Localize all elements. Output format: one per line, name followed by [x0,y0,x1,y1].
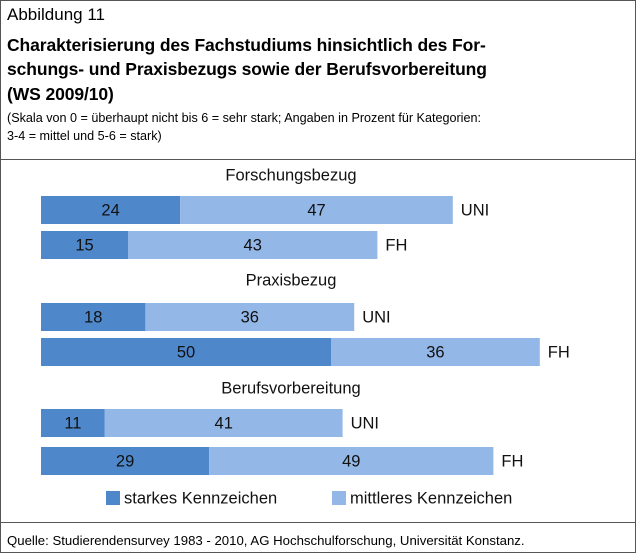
legend-label: starkes Kennzeichen [124,489,277,507]
value-label: 36 [426,343,444,361]
figure-label: Abbildung 11 [7,5,105,24]
category-label: FH [501,452,523,470]
value-label: 24 [101,201,119,219]
bar-segment [41,338,331,366]
value-label: 29 [116,452,134,470]
value-label: 49 [342,452,360,470]
footer: Quelle: Studierendensurvey 1983 - 2010, … [1,522,635,552]
title-line: Charakterisierung des Fachstudiums hinsi… [7,35,486,55]
bar-segment [180,196,453,224]
category-label: FH [548,343,570,361]
group-title: Berufsvorbereitung [221,379,360,397]
bar-segment [41,231,128,259]
value-label: 36 [241,308,259,326]
legend-label: mittleres Kennzeichen [350,489,512,507]
chart: Forschungsbezug Praxisbezug Berufsvorberei… [41,166,570,507]
title-line: (WS 2009/10) [7,84,114,104]
bar-segment [209,447,494,475]
bar-segment [41,409,105,437]
value-label: 41 [215,414,233,432]
value-label: 43 [244,236,262,254]
bar-segment [128,231,378,259]
group-title: Forschungsbezug [225,166,356,184]
bar-segment [41,196,181,224]
value-label: 50 [177,343,195,361]
category-label: UNI [362,308,390,326]
group-title: Praxisbezug [246,271,337,289]
subtitle-line: (Skala von 0 = überhaupt nicht bis 6 = s… [7,111,481,125]
bar-segment [104,409,343,437]
category-label: FH [385,236,407,254]
category-label: UNI [351,414,379,432]
value-label: 18 [84,308,102,326]
bar-segment [145,303,355,331]
source: Quelle: Studierendensurvey 1983 - 2010, … [7,533,525,548]
bar-segment [41,447,210,475]
category-label: UNI [461,201,489,219]
subtitle-line: 3-4 = mittel und 5-6 = stark) [7,129,162,143]
value-label: 11 [64,414,81,432]
legend-swatch [106,491,120,505]
legend-swatch [332,491,346,505]
value-label: 15 [75,236,93,254]
bar-segment [41,303,146,331]
header: Abbildung 11 Charakterisierung des Fachs… [1,1,635,160]
value-label: 47 [307,201,325,219]
title-line: schungs- und Praxisbezugs sowie der Beru… [7,59,487,79]
bar-segment [331,338,540,366]
